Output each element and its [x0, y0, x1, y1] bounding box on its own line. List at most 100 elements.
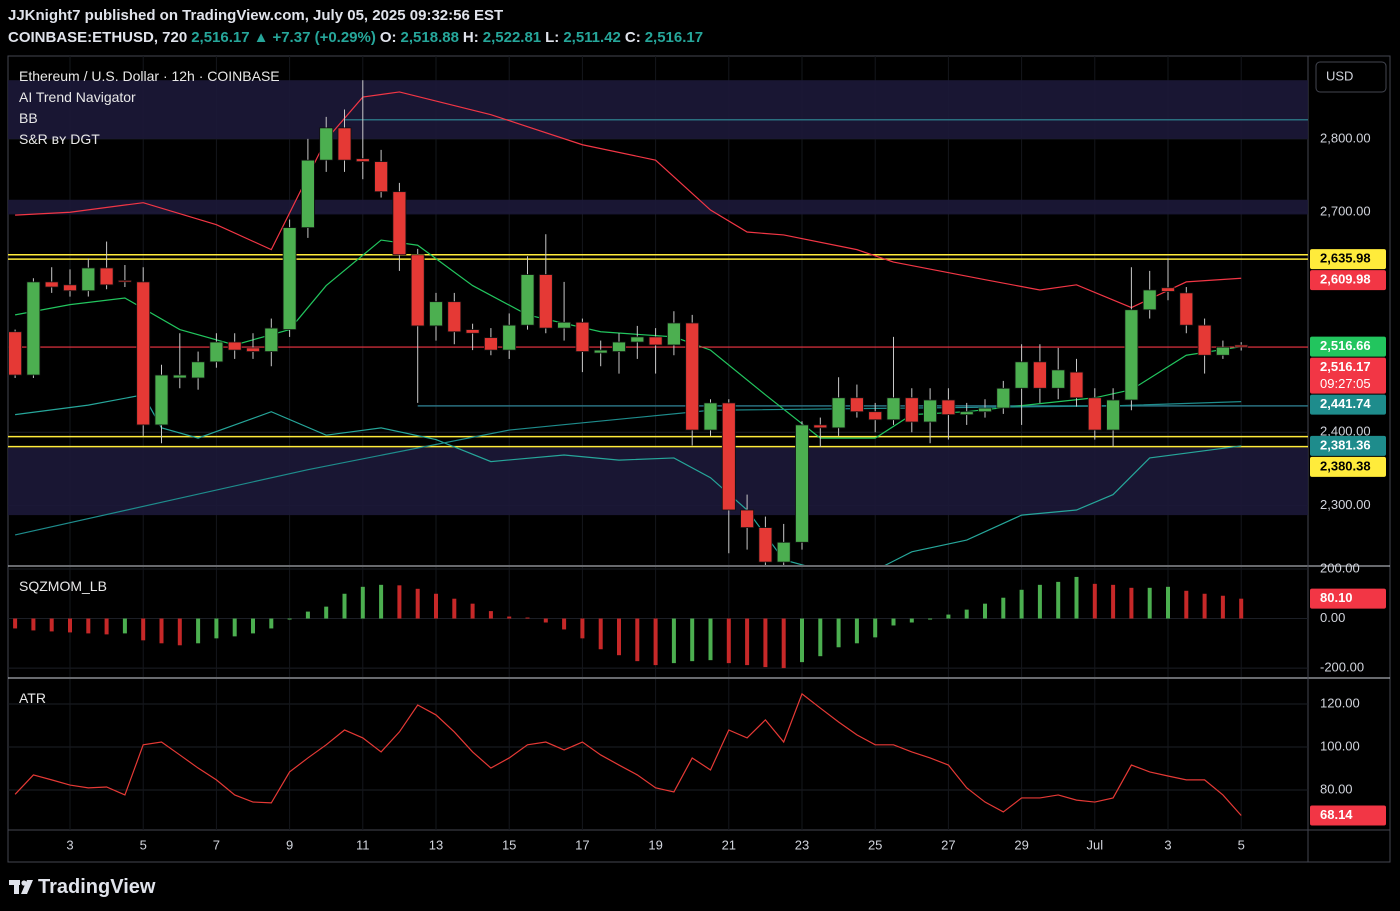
x-tick-label: 13 [429, 837, 443, 852]
momentum-bar [177, 618, 182, 646]
candle-body [154, 374, 169, 426]
momentum-bar [379, 584, 384, 619]
x-tick-label: 27 [941, 837, 955, 852]
y-tick-label: 120.00 [1320, 695, 1360, 710]
momentum-bar [928, 618, 933, 620]
candle-body [191, 361, 206, 379]
y-tick-label: -200.00 [1320, 660, 1364, 675]
momentum-bar [580, 618, 585, 639]
x-tick-label: 3 [1164, 837, 1171, 852]
momentum-bar [690, 618, 695, 662]
candle-body [26, 281, 41, 376]
x-tick-label: 19 [648, 837, 662, 852]
candle-body [1106, 399, 1120, 431]
symbol: COINBASE:ETHUSD, 720 [8, 29, 188, 46]
x-tick-label: 17 [575, 837, 589, 852]
candle-body [337, 127, 352, 161]
candle-body [1179, 292, 1194, 326]
atr-title: ATR [19, 690, 46, 706]
price-tag-label: 2,380.38 [1320, 458, 1371, 473]
atr-pane [8, 679, 1308, 830]
candle-body [1142, 289, 1157, 311]
candle-body [44, 281, 59, 288]
high-label: H: [462, 29, 479, 46]
candle-body [300, 159, 315, 229]
candle-body [904, 397, 919, 423]
x-tick-label: 29 [1014, 837, 1028, 852]
y-tick-label: 2,700.00 [1320, 204, 1371, 219]
candle-body [209, 341, 224, 363]
candle-body [648, 336, 663, 346]
momentum-bar [104, 618, 109, 635]
symbol-info: COINBASE:ETHUSD, 720 2,516.17 ▲ +7.37 (+… [8, 29, 703, 46]
momentum-bar [525, 617, 530, 619]
open-label: O: [379, 29, 397, 46]
momentum-bar [635, 618, 640, 662]
price-tag-label: 80.10 [1320, 590, 1353, 605]
momentum-bar [507, 616, 512, 619]
momentum-bar [13, 618, 18, 629]
momentum-bar [983, 603, 987, 619]
main-title: Ethereum / U.S. Dollar · 12h · COINBASE [19, 68, 280, 84]
candle-body [392, 191, 407, 256]
x-tick-label: 3 [66, 837, 73, 852]
indicator-name: AI Trend Navigator [19, 89, 136, 105]
momentum-bar [745, 618, 750, 666]
sqzmom-title: SQZMOM_LB [19, 578, 107, 594]
sr-zone [8, 447, 1308, 516]
last-price: 2,516.17 [191, 29, 250, 46]
y-tick-label: 200.00 [1320, 560, 1360, 575]
momentum-bar [800, 618, 804, 663]
momentum-bar [598, 618, 603, 650]
candle-body [8, 331, 23, 376]
sr-zone [8, 80, 1308, 139]
momentum-bar [1019, 589, 1024, 619]
momentum-bar [324, 606, 329, 619]
sqzmom-pane [8, 567, 1308, 677]
price-tag-label: 2,516.66 [1320, 338, 1371, 353]
candle-body [831, 397, 846, 429]
momentum-bar [287, 618, 292, 620]
candle-body [99, 267, 114, 286]
momentum-bar [617, 618, 621, 656]
momentum-bar [781, 618, 786, 669]
currency-box[interactable] [1315, 61, 1387, 93]
momentum-bar [122, 618, 127, 634]
price-tag-label: 2,381.36 [1320, 437, 1371, 452]
momentum-bar [342, 593, 347, 619]
indicator-name: S&R ʙʏ DGT [19, 131, 100, 147]
price-tag-label: 68.14 [1320, 807, 1353, 822]
candle-body [1069, 371, 1084, 399]
x-tick-label: 21 [722, 837, 736, 852]
candle-body [1087, 397, 1102, 431]
momentum-bar [397, 585, 402, 619]
momentum-bar [141, 618, 146, 641]
candle-body [978, 407, 992, 413]
y-tick-label: 80.00 [1320, 781, 1353, 796]
candle-body [685, 322, 700, 431]
x-tick-label: 9 [286, 837, 293, 852]
y-tick-label: 0.00 [1320, 610, 1345, 625]
x-tick-label: 23 [795, 837, 809, 852]
momentum-bar [836, 618, 841, 648]
momentum-bar [854, 618, 859, 644]
x-tick-label: 11 [356, 837, 370, 852]
price-tag-label: 2,516.17 [1320, 359, 1371, 374]
price-tag [1310, 357, 1386, 394]
candle-body [118, 280, 132, 283]
candle-body [575, 321, 590, 352]
candle-body [483, 337, 498, 351]
candle-body [813, 424, 828, 429]
candle-body [721, 402, 736, 511]
candle-body [996, 387, 1011, 409]
candle-body [593, 349, 608, 354]
momentum-bar [470, 603, 475, 619]
momentum-bar [452, 598, 457, 619]
momentum-bar [946, 614, 951, 619]
momentum-bar [543, 618, 548, 623]
candle-body [1216, 346, 1230, 356]
momentum-bar [1074, 576, 1079, 619]
logo-icon [9, 880, 33, 894]
momentum-bar [653, 618, 658, 666]
